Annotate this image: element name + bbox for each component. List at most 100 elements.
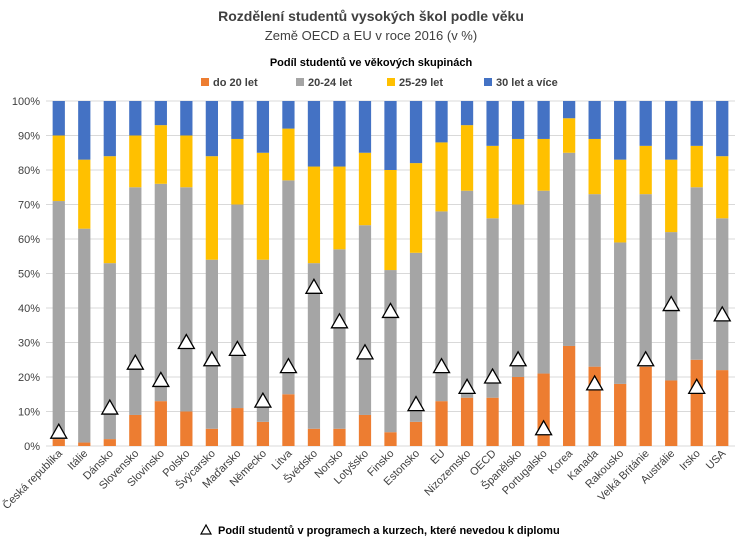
bar-segment-30-let-a-vice — [563, 101, 576, 119]
bar-segment-25-29-let — [103, 156, 116, 264]
y-tick-label: 20% — [18, 372, 40, 384]
bar-segment-30-let-a-vice — [256, 101, 270, 153]
legend-label-do-20-let: do 20 let — [213, 77, 258, 89]
bar-segment-do-20-let — [103, 439, 116, 446]
y-tick-label: 10% — [18, 407, 40, 419]
bar-segment-25-29-let — [639, 145, 652, 195]
bar-segment-do-20-let — [690, 359, 703, 446]
bar-segment-20-24-let — [460, 190, 474, 398]
bar-segment-20-24-let — [639, 194, 652, 367]
triangle-marker — [381, 302, 400, 319]
bar-segment-30-let-a-vice — [588, 101, 601, 139]
bar-segment-30-let-a-vice — [154, 101, 167, 126]
bar-segment-20-24-let — [588, 194, 601, 367]
bar-segment-do-20-let — [52, 439, 65, 446]
bar-segment-25-29-let — [78, 159, 91, 229]
triangle-marker — [355, 343, 375, 360]
triangle-marker — [126, 353, 145, 370]
bar-segment-20-24-let — [486, 218, 499, 398]
bar-segment-30-let-a-vice — [384, 101, 397, 170]
bar-segment-25-29-let — [52, 135, 65, 202]
bar-segment-20-24-let — [52, 201, 65, 440]
bar-segment-25-29-let — [435, 142, 448, 212]
legend-swatch-30-let-a-vice — [484, 78, 492, 86]
bar-segment-do-20-let — [716, 370, 729, 446]
bar-segment-30-let-a-vice — [358, 101, 372, 153]
triangle-marker — [330, 312, 349, 329]
bar-segment-30-let-a-vice — [690, 101, 703, 146]
legend-swatch-25-29-let — [387, 78, 395, 86]
y-tick-label: 100% — [12, 96, 40, 108]
bar-segment-20-24-let — [384, 270, 397, 433]
bar-segment-20-24-let — [511, 204, 525, 377]
legend-swatch-20-24-let — [296, 78, 304, 86]
bar-segment-do-20-let — [180, 411, 193, 446]
triangle-marker — [483, 367, 502, 384]
bar-segment-25-29-let — [256, 152, 270, 260]
bar-segment-25-29-let — [716, 156, 729, 219]
bar-segment-25-29-let — [180, 135, 193, 188]
bar-segment-30-let-a-vice — [307, 101, 321, 167]
triangle-marker — [177, 333, 196, 350]
bar-segment-30-let-a-vice — [103, 101, 116, 157]
marker-legend-label: Podíl studentů v programech a kurzech, k… — [218, 525, 560, 537]
legend-title: Podíl studentů ve věkových skupinách — [270, 57, 473, 69]
bar-segment-25-29-let — [690, 145, 703, 188]
bar-segment-do-20-let — [486, 397, 499, 446]
bar-segment-20-24-let — [78, 228, 91, 443]
bar-segment-20-24-let — [307, 263, 321, 429]
bar-segment-25-29-let — [563, 118, 576, 153]
bar-segment-25-29-let — [511, 138, 525, 205]
triangle-marker — [49, 422, 68, 439]
bar-segment-25-29-let — [358, 152, 372, 226]
x-tick-label: USA — [704, 447, 729, 472]
triangle-marker — [228, 340, 247, 357]
bar-segment-25-29-let — [307, 166, 321, 264]
y-tick-label: 90% — [18, 131, 40, 143]
bar-segment-25-29-let — [665, 159, 678, 233]
triangle-marker — [534, 419, 553, 436]
legend-label-30-let-a-vice: 30 let a více — [496, 77, 558, 89]
triangle-marker — [508, 350, 528, 367]
bar-segment-30-let-a-vice — [537, 101, 550, 139]
bar-segment-do-20-let — [231, 408, 244, 446]
y-tick-label: 80% — [18, 165, 40, 177]
bar-segment-30-let-a-vice — [231, 101, 244, 139]
triangle-marker — [432, 357, 451, 374]
triangle-marker — [151, 371, 170, 388]
bar-segment-25-29-let — [154, 125, 167, 184]
bar-segment-25-29-let — [486, 145, 499, 219]
triangle-marker — [585, 374, 604, 391]
bar-segment-20-24-let — [690, 187, 703, 360]
bar-segment-20-24-let — [256, 259, 270, 422]
x-tick-label: Česká republika — [0, 446, 66, 512]
bar-segment-30-let-a-vice — [78, 101, 91, 160]
bar-segment-30-let-a-vice — [205, 101, 218, 157]
y-tick-label: 70% — [18, 200, 40, 212]
x-axis: Česká republika ItálieDánskoSlovenskoSlov… — [0, 446, 729, 512]
bar-segment-do-20-let — [409, 421, 423, 446]
bar-segment-20-24-let — [180, 187, 193, 412]
bar-segment-30-let-a-vice — [639, 101, 652, 146]
bar-segment-25-29-let — [588, 138, 601, 195]
bar-segment-20-24-let — [282, 180, 295, 395]
bar-segment-do-20-let — [307, 428, 321, 446]
bar-segment-do-20-let — [665, 380, 678, 446]
bar-segment-30-let-a-vice — [129, 101, 142, 136]
bar-segment-30-let-a-vice — [460, 101, 474, 126]
bar-segment-do-20-let — [460, 397, 474, 446]
bar-segment-do-20-let — [154, 401, 167, 446]
footnote-triangle-icon — [199, 523, 213, 535]
triangle-marker — [100, 398, 119, 415]
bar-segment-do-20-let — [511, 377, 525, 446]
triangle-marker — [279, 357, 298, 374]
bar-segment-20-24-let — [103, 263, 116, 440]
bar-segment-25-29-let — [460, 125, 474, 191]
bar-segment-25-29-let — [333, 166, 346, 250]
bar-segment-30-let-a-vice — [665, 101, 678, 160]
bar-segment-25-29-let — [614, 159, 627, 243]
bar-segment-30-let-a-vice — [716, 101, 729, 157]
triangle-marker — [687, 378, 706, 395]
triangle-marker — [662, 295, 681, 312]
